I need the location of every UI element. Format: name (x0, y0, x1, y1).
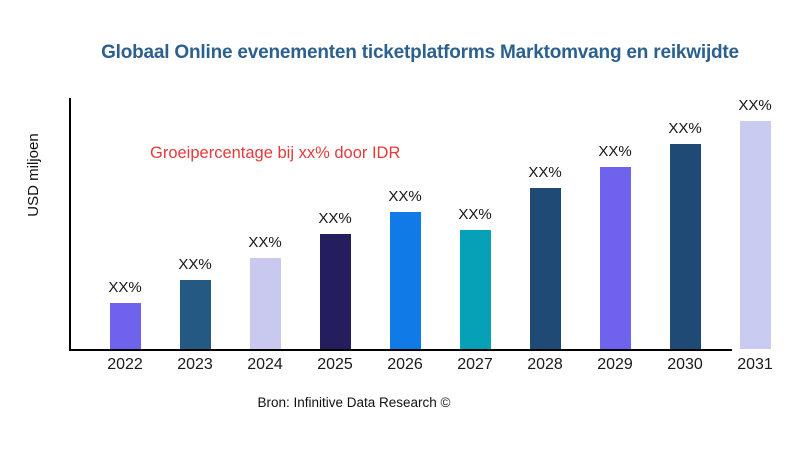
bar-value-label-2024: XX% (248, 234, 282, 251)
bar-2031 (739, 121, 771, 349)
x-tick-2022: 2022 (107, 356, 143, 373)
x-tick-2031: 2031 (737, 356, 773, 373)
growth-annotation: Groeipercentage bij xx% door IDR (150, 144, 401, 162)
bar-2026 (389, 212, 421, 349)
x-tick-2026: 2026 (387, 356, 423, 373)
y-axis-line (69, 98, 71, 350)
bar-2022 (109, 303, 141, 349)
bar-value-label-2030: XX% (668, 120, 702, 137)
chart-title: Globaal Online evenementen ticketplatfor… (101, 42, 739, 63)
x-tick-2024: 2024 (247, 356, 283, 373)
bar-2023 (179, 280, 211, 349)
x-tick-2030: 2030 (667, 356, 703, 373)
bar-value-label-2028: XX% (528, 164, 562, 181)
source-note: Bron: Infinitive Data Research © (257, 395, 451, 410)
x-tick-2025: 2025 (317, 356, 353, 373)
x-tick-2029: 2029 (597, 356, 633, 373)
bar-2025 (319, 234, 351, 349)
bar-value-label-2031: XX% (738, 97, 772, 114)
bar-value-label-2023: XX% (178, 256, 212, 273)
x-axis-line (69, 349, 732, 351)
bar-value-label-2026: XX% (388, 188, 422, 205)
bar-2030 (669, 144, 701, 349)
x-tick-2028: 2028 (527, 356, 563, 373)
bar-2028 (529, 188, 561, 349)
x-tick-2023: 2023 (177, 356, 213, 373)
bar-2029 (599, 167, 631, 349)
x-tick-2027: 2027 (457, 356, 493, 373)
bar-value-label-2027: XX% (458, 206, 492, 223)
bar-2024 (249, 258, 281, 349)
bar-2027 (459, 230, 491, 349)
y-axis-label: USD miljoen (25, 133, 42, 217)
bar-value-label-2029: XX% (598, 143, 632, 160)
bar-value-label-2022: XX% (108, 279, 142, 296)
bar-value-label-2025: XX% (318, 210, 352, 227)
